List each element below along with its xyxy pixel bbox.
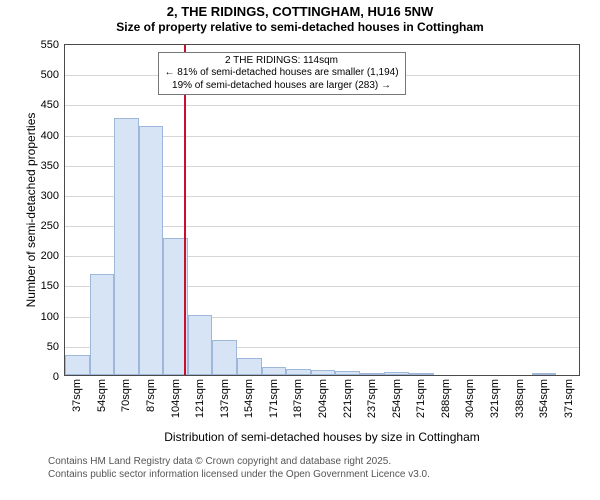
x-tick-label: 104sqm (170, 379, 182, 418)
y-tick-label: 100 (41, 311, 65, 323)
x-tick-label: 254sqm (391, 379, 403, 418)
chart-subtitle: Size of property relative to semi-detach… (0, 20, 600, 34)
annotation-line-3: 19% of semi-detached houses are larger (… (165, 80, 399, 93)
y-tick-label: 450 (41, 99, 65, 111)
y-tick-label: 50 (47, 341, 65, 353)
y-tick-label: 300 (41, 190, 65, 202)
histogram-bar (212, 340, 237, 375)
y-tick-label: 250 (41, 220, 65, 232)
histogram-bar (262, 367, 287, 375)
y-tick-label: 150 (41, 280, 65, 292)
x-tick-label: 204sqm (317, 379, 329, 418)
x-tick-label: 271sqm (415, 379, 427, 418)
x-tick-label: 37sqm (71, 379, 83, 412)
histogram-bar (384, 372, 409, 375)
footnote: Contains HM Land Registry data © Crown c… (48, 456, 430, 481)
x-tick-label: 70sqm (120, 379, 132, 412)
y-tick-label: 400 (41, 130, 65, 142)
x-tick-label: 321sqm (489, 379, 501, 418)
chart-container: 2, THE RIDINGS, COTTINGHAM, HU16 5NW Siz… (0, 0, 600, 500)
x-tick-label: 237sqm (366, 379, 378, 418)
x-tick-label: 371sqm (563, 379, 575, 418)
y-axis-label: Number of semi-detached properties (24, 44, 38, 376)
annotation-line-2: ← 81% of semi-detached houses are smalle… (165, 67, 399, 80)
x-tick-label: 338sqm (514, 379, 526, 418)
annotation-box: 2 THE RIDINGS: 114sqm ← 81% of semi-deta… (158, 52, 406, 96)
histogram-bar (335, 371, 360, 375)
x-tick-label: 137sqm (219, 379, 231, 418)
y-tick-label: 500 (41, 69, 65, 81)
y-tick-label: 550 (41, 39, 65, 51)
x-tick-label: 221sqm (342, 379, 354, 418)
x-tick-label: 354sqm (538, 379, 550, 418)
footnote-line-2: Contains public sector information licen… (48, 469, 430, 482)
y-tick-label: 200 (41, 250, 65, 262)
histogram-bar (90, 274, 115, 375)
x-axis-label: Distribution of semi-detached houses by … (64, 430, 580, 444)
histogram-bar (188, 315, 213, 375)
histogram-bar (114, 118, 139, 375)
histogram-bar (286, 369, 311, 375)
x-tick-label: 187sqm (292, 379, 304, 418)
y-tick-label: 0 (53, 371, 65, 383)
histogram-bar (237, 358, 262, 375)
histogram-bar (65, 355, 90, 375)
annotation-line-1: 2 THE RIDINGS: 114sqm (165, 55, 399, 68)
x-tick-label: 171sqm (268, 379, 280, 418)
plot-area: 2 THE RIDINGS: 114sqm ← 81% of semi-deta… (64, 44, 580, 376)
histogram-bar (360, 373, 385, 375)
x-tick-label: 288sqm (440, 379, 452, 418)
histogram-bar (139, 126, 164, 375)
x-tick-label: 87sqm (145, 379, 157, 412)
x-tick-label: 54sqm (96, 379, 108, 412)
histogram-bar (311, 370, 336, 375)
x-tick-label: 304sqm (464, 379, 476, 418)
x-tick-label: 154sqm (243, 379, 255, 418)
chart-title: 2, THE RIDINGS, COTTINGHAM, HU16 5NW (0, 4, 600, 20)
gridline (65, 105, 579, 106)
footnote-line-1: Contains HM Land Registry data © Crown c… (48, 456, 430, 469)
y-tick-label: 350 (41, 160, 65, 172)
histogram-bar (409, 373, 434, 375)
x-tick-label: 121sqm (194, 379, 206, 418)
histogram-bar (532, 373, 557, 375)
